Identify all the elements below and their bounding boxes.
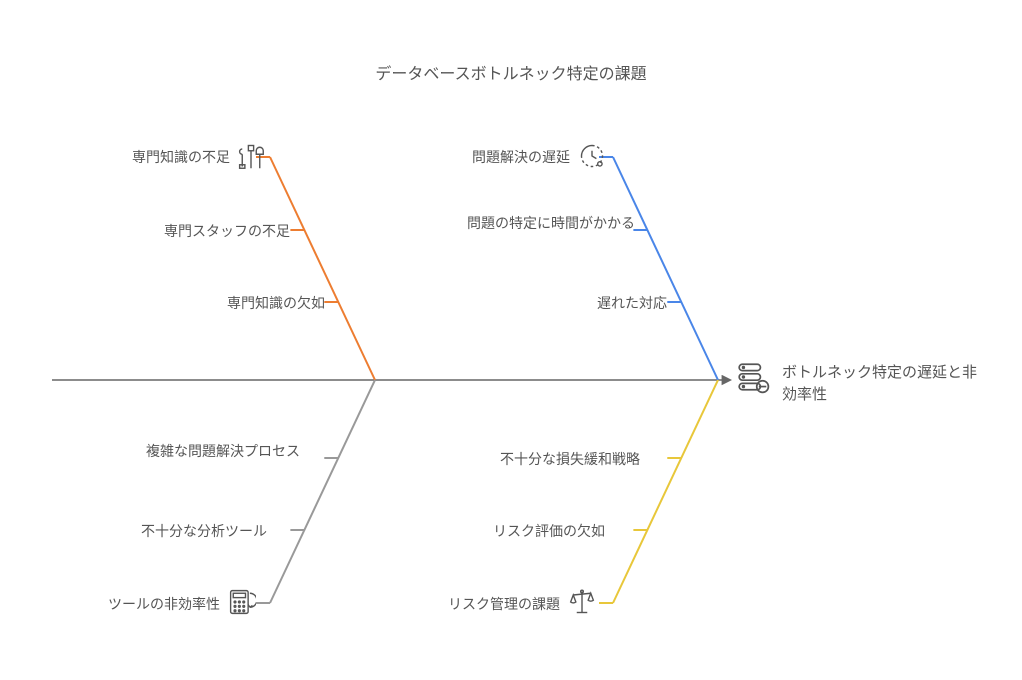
branch-bottom-left-category: ツールの非効率性 bbox=[40, 595, 220, 614]
branch-top-right-category: 問題解決の遅延 bbox=[410, 148, 570, 167]
database-icon bbox=[736, 360, 770, 394]
branch-bottom-right-item-0: 不十分な損失緩和戦略 bbox=[425, 450, 640, 469]
diagram-lines bbox=[0, 0, 1022, 680]
branch-bottom-right-category: リスク管理の課題 bbox=[380, 595, 560, 614]
branch-bottom-left-item-0: 複雑な問題解決プロセス bbox=[55, 442, 300, 461]
branch-top-right-item-0: 問題の特定に時間がかかる bbox=[420, 214, 635, 233]
diagram-title: データベースボトルネック特定の課題 bbox=[0, 60, 1022, 84]
branch-top-left-category: 専門知識の不足 bbox=[70, 148, 230, 167]
head-label: ボトルネック特定の遅延と非効率性 bbox=[782, 362, 982, 406]
calculator-icon bbox=[228, 588, 256, 616]
branch-top-right-item-1: 遅れた対応 bbox=[450, 294, 667, 313]
branch-top-left-item-0: 専門スタッフの不足 bbox=[80, 222, 290, 241]
fishbone-diagram: データベースボトルネック特定の課題 ボトルネック特定の遅延と非効率性 専門知識の… bbox=[0, 0, 1022, 680]
branch-top-left-item-1: 専門知識の欠如 bbox=[110, 294, 325, 313]
clock-icon bbox=[578, 142, 606, 170]
branch-bottom-left-item-1: 不十分な分析ツール bbox=[72, 522, 267, 541]
scales-icon bbox=[568, 588, 596, 616]
branch-bottom-right-item-1: リスク評価の欠如 bbox=[405, 522, 605, 541]
tools-icon bbox=[237, 142, 265, 170]
